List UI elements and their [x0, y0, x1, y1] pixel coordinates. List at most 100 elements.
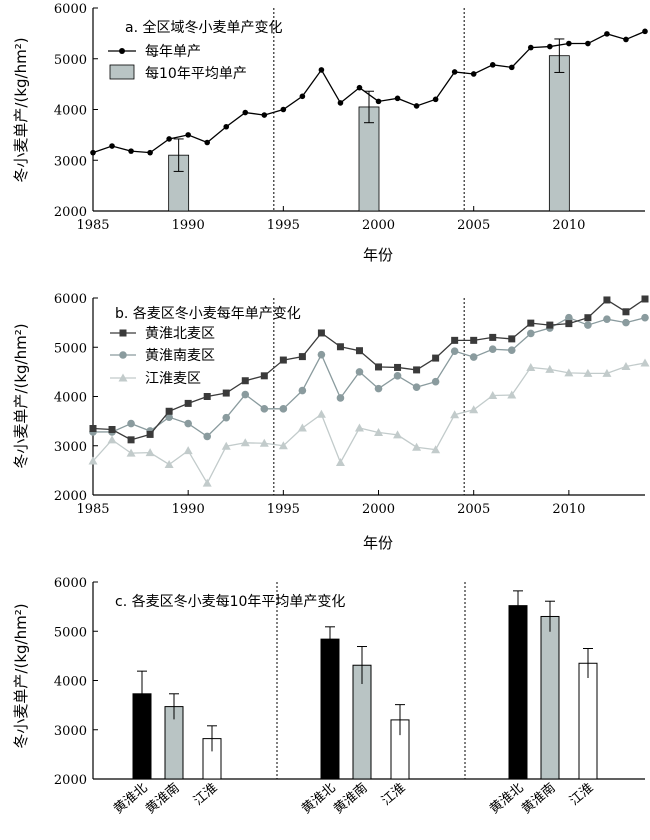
region-series-point	[355, 347, 363, 355]
region-series-point	[565, 313, 573, 322]
panel-c-y-axis-title: 冬小麦单产/(kg/hm²)	[12, 603, 30, 748]
annual-yield-point	[128, 148, 134, 154]
region-series-point	[584, 321, 592, 329]
region-average-bar	[508, 605, 528, 780]
region-series-point	[355, 368, 364, 376]
x-tick-label: 1990	[172, 502, 205, 517]
category-label: 黄淮南	[142, 780, 182, 817]
region-series-point	[317, 350, 326, 359]
category-label: 江淮	[379, 781, 409, 809]
y-tick-label: 4000	[54, 391, 87, 406]
region-series-point	[469, 405, 479, 414]
x-tick-label: 1995	[267, 218, 300, 233]
x-tick-label: 2010	[552, 502, 585, 517]
category-label: 黄淮北	[299, 781, 339, 818]
y-tick-label: 3000	[54, 440, 87, 455]
region-series-point	[641, 295, 649, 303]
region-series-point	[488, 345, 497, 354]
region-series-point	[183, 446, 193, 455]
region-series-point	[526, 329, 535, 338]
panel-c-chart: c. 各麦区冬小麦每10年平均单产变化 冬小麦单产/(kg/hm²) 2000 3…	[12, 576, 645, 817]
region-series-point	[145, 448, 155, 457]
region-average-bar	[578, 662, 598, 780]
region-series-point	[545, 364, 555, 373]
category-label: 黄淮北	[111, 781, 151, 818]
annual-yield-point	[261, 112, 268, 118]
category-label: 黄淮南	[518, 780, 558, 817]
region-series-point	[394, 363, 402, 371]
region-series-point	[241, 390, 250, 399]
panel-a-legend: 每年单产 每10年平均单产	[108, 44, 247, 82]
y-tick-label: 2000	[54, 489, 87, 504]
annual-yield-point	[147, 149, 153, 156]
panel-b-y-axis-title: 冬小麦单产/(kg/hm²)	[12, 323, 30, 468]
y-tick-label: 2000	[54, 205, 87, 220]
region-series-point	[622, 308, 630, 316]
y-tick-label: 3000	[54, 154, 87, 169]
region-series-point	[279, 405, 288, 413]
x-tick-label: 1990	[172, 218, 205, 233]
region-series-point	[507, 390, 517, 399]
region-series-point	[488, 391, 498, 400]
annual-yield-point	[470, 71, 477, 77]
y-tick-label: 2000	[54, 773, 87, 788]
panel-a-title: a. 全区域冬小麦单产变化	[125, 19, 282, 36]
annual-yield-point	[242, 109, 249, 116]
region-series-point	[146, 430, 154, 438]
annual-yield-point	[585, 40, 591, 47]
region-series-point	[184, 399, 192, 407]
region-series-point	[469, 353, 478, 361]
region-series-point	[564, 368, 574, 377]
legend-jianghuai-marker	[118, 373, 128, 382]
y-tick-label: 3000	[54, 724, 87, 739]
region-series-point	[412, 442, 422, 451]
region-series-point	[126, 448, 136, 457]
region-series-point	[431, 445, 441, 454]
annual-yield-point	[90, 149, 96, 156]
legend-jianghuai-region: 江淮麦区	[145, 371, 201, 387]
annual-yield-point	[337, 100, 344, 106]
region-series-point	[184, 419, 192, 428]
annual-yield-point	[318, 67, 325, 73]
region-series-point	[127, 419, 135, 428]
legend-south-region: 黄淮南麦区	[145, 347, 215, 364]
legend-north-region: 黄淮北麦区	[145, 325, 215, 342]
region-series-point	[546, 321, 554, 329]
region-series-point	[374, 427, 384, 436]
region-series-point	[260, 405, 269, 413]
legend-bar-swatch	[109, 64, 135, 80]
region-series-point	[603, 315, 611, 323]
region-series-point	[240, 438, 250, 447]
region-series-point	[641, 313, 649, 322]
panel-a-y-axis-title: 冬小麦单产/(kg/hm²)	[12, 37, 30, 182]
category-label: 江淮	[567, 781, 597, 809]
annual-yield-line	[92, 30, 646, 154]
panel-b-chart: b. 各麦区冬小麦每年单产变化 黄淮北麦区 黄淮南麦区 江淮麦区 年份 冬小麦单…	[12, 292, 650, 552]
annual-yield-point	[413, 103, 420, 109]
y-tick-label: 6000	[54, 576, 87, 591]
region-series-point	[489, 333, 497, 341]
region-series-point	[298, 386, 307, 395]
region-series-point	[88, 456, 98, 465]
annual-yield-point	[185, 132, 191, 138]
annual-yield-point	[642, 28, 648, 35]
annual-yield-point	[432, 96, 439, 103]
region-average-bar	[320, 638, 340, 780]
annual-yield-point	[166, 136, 172, 142]
region-series-point	[393, 372, 402, 380]
region-series-point	[165, 413, 173, 421]
region-series-point	[508, 335, 516, 343]
panel-b-x-axis-title: 年份	[363, 534, 393, 552]
region-series-point	[202, 478, 212, 487]
x-tick-label: 2000	[362, 502, 395, 517]
region-series-point	[221, 441, 231, 450]
annual-yield-point	[204, 139, 211, 146]
region-series-point	[412, 383, 421, 391]
region-series-point	[241, 377, 249, 385]
region-series-point	[260, 372, 268, 380]
region-series-point	[393, 430, 403, 439]
legend-decade-average: 每10年平均单产	[145, 66, 247, 82]
panel-a-chart: a. 全区域冬小麦单产变化 每年单产 每10年平均单产 年份 冬小麦单产/(kg…	[12, 2, 648, 264]
region-series-point	[203, 393, 211, 400]
